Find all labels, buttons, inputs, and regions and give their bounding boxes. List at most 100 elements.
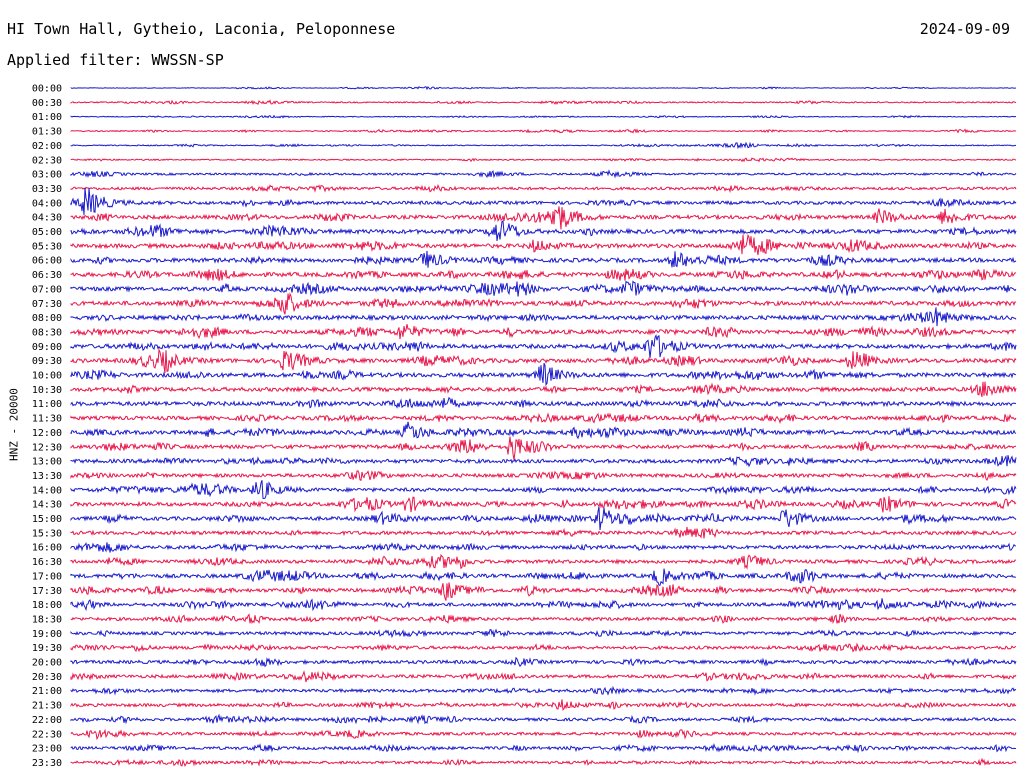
row-label-13: 06:30 xyxy=(32,270,62,281)
row-label-28: 14:00 xyxy=(32,485,62,496)
row-label-26: 13:00 xyxy=(32,457,62,468)
trace-row-20 xyxy=(70,363,1017,386)
row-label-3: 01:30 xyxy=(32,127,62,138)
trace-row-39 xyxy=(70,642,1017,653)
row-label-46: 23:00 xyxy=(32,744,62,755)
row-label-34: 17:00 xyxy=(32,571,62,582)
row-label-43: 21:30 xyxy=(32,701,62,712)
row-label-16: 08:00 xyxy=(32,313,62,324)
seismogram-traces xyxy=(70,86,1017,767)
row-label-14: 07:00 xyxy=(32,284,62,295)
trace-row-38 xyxy=(70,628,1017,639)
time-tick-labels: 00:00 00:30 01:00 01:30 02:00 02:30 03:00 03:30… xyxy=(32,84,62,769)
trace-row-45 xyxy=(70,728,1017,741)
trace-row-30 xyxy=(70,506,1017,531)
trace-row-16 xyxy=(70,307,1017,327)
trace-row-41 xyxy=(70,670,1017,683)
row-label-8: 04:00 xyxy=(32,198,62,209)
station-title: HI Town Hall, Gytheio, Laconia, Peloponn… xyxy=(7,20,396,38)
row-label-29: 14:30 xyxy=(32,500,62,511)
trace-row-28 xyxy=(70,480,1017,499)
trace-row-25 xyxy=(70,436,1017,460)
trace-row-0 xyxy=(70,86,1017,91)
row-label-36: 18:00 xyxy=(32,600,62,611)
row-label-27: 13:30 xyxy=(32,471,62,482)
trace-row-18 xyxy=(70,333,1017,358)
trace-row-42 xyxy=(70,685,1017,696)
filter-label: Applied filter: WWSSN-SP xyxy=(7,51,224,69)
date-label: 2024-09-09 xyxy=(919,20,1010,38)
trace-row-7 xyxy=(70,184,1017,194)
row-label-39: 19:30 xyxy=(32,643,62,654)
trace-row-3 xyxy=(70,128,1017,134)
trace-row-15 xyxy=(70,292,1017,315)
trace-row-5 xyxy=(70,157,1017,163)
row-label-41: 20:30 xyxy=(32,672,62,683)
trace-row-31 xyxy=(70,526,1017,539)
row-label-37: 18:30 xyxy=(32,614,62,625)
row-label-19: 09:30 xyxy=(32,356,62,367)
row-label-38: 19:00 xyxy=(32,629,62,640)
row-label-7: 03:30 xyxy=(32,184,62,195)
trace-row-40 xyxy=(70,656,1017,668)
row-label-15: 07:30 xyxy=(32,299,62,310)
row-label-23: 11:30 xyxy=(32,414,62,425)
row-label-17: 08:30 xyxy=(32,327,62,338)
row-label-11: 05:30 xyxy=(32,241,62,252)
trace-row-22 xyxy=(70,396,1017,409)
trace-row-35 xyxy=(70,582,1017,601)
row-label-2: 01:00 xyxy=(32,112,62,123)
trace-row-46 xyxy=(70,743,1017,754)
trace-row-12 xyxy=(70,250,1017,268)
trace-row-17 xyxy=(70,324,1017,340)
trace-row-19 xyxy=(70,347,1017,373)
row-label-44: 22:00 xyxy=(32,715,62,726)
trace-row-37 xyxy=(70,613,1017,625)
trace-row-6 xyxy=(70,169,1017,179)
trace-row-47 xyxy=(70,757,1017,767)
trace-row-36 xyxy=(70,598,1017,612)
trace-row-8 xyxy=(70,187,1017,215)
trace-row-2 xyxy=(70,114,1017,119)
trace-row-24 xyxy=(70,421,1017,440)
row-label-42: 21:00 xyxy=(32,686,62,697)
trace-row-34 xyxy=(70,568,1017,586)
trace-row-23 xyxy=(70,412,1017,425)
trace-row-1 xyxy=(70,99,1017,105)
row-label-10: 05:00 xyxy=(32,227,62,238)
trace-row-21 xyxy=(70,381,1017,398)
trace-row-11 xyxy=(70,233,1017,256)
trace-row-29 xyxy=(70,496,1017,513)
row-label-31: 15:30 xyxy=(32,528,62,539)
trace-row-13 xyxy=(70,268,1017,281)
trace-row-14 xyxy=(70,280,1017,297)
row-label-12: 06:00 xyxy=(32,256,62,267)
row-label-0: 00:00 xyxy=(32,84,62,95)
row-label-45: 22:30 xyxy=(32,729,62,740)
row-label-32: 16:00 xyxy=(32,543,62,554)
trace-row-26 xyxy=(70,454,1017,468)
row-label-18: 09:00 xyxy=(32,342,62,353)
row-label-5: 02:30 xyxy=(32,155,62,166)
row-label-20: 10:00 xyxy=(32,371,62,382)
row-label-35: 17:30 xyxy=(32,586,62,597)
row-label-6: 03:00 xyxy=(32,170,62,181)
trace-row-10 xyxy=(70,220,1017,241)
trace-row-4 xyxy=(70,141,1017,150)
trace-row-33 xyxy=(70,553,1017,570)
row-label-4: 02:00 xyxy=(32,141,62,152)
row-label-9: 04:30 xyxy=(32,213,62,224)
trace-row-32 xyxy=(70,542,1017,553)
row-label-33: 16:30 xyxy=(32,557,62,568)
row-label-25: 12:30 xyxy=(32,442,62,453)
trace-row-27 xyxy=(70,470,1017,482)
trace-row-44 xyxy=(70,713,1017,725)
row-label-47: 23:30 xyxy=(32,758,62,769)
row-label-1: 00:30 xyxy=(32,98,62,109)
trace-row-43 xyxy=(70,699,1017,711)
row-label-21: 10:30 xyxy=(32,385,62,396)
trace-row-9 xyxy=(70,206,1017,230)
row-label-30: 15:00 xyxy=(32,514,62,525)
row-label-22: 11:00 xyxy=(32,399,62,410)
